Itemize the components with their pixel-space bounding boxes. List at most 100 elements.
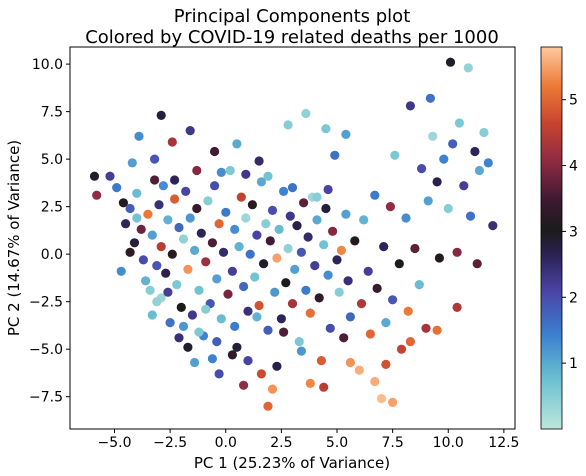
x-tick-label: 7.5 [381, 435, 403, 451]
data-point [192, 165, 202, 176]
data-point [403, 306, 413, 316]
chart-title: Principal Components plot [174, 6, 411, 27]
colorbar-tick-label: 3 [569, 224, 578, 240]
data-point [319, 240, 329, 250]
data-point [281, 278, 291, 288]
chart-subtitle: Colored by COVID-19 related deaths per 1… [85, 27, 499, 48]
data-point [172, 280, 182, 290]
data-point [432, 177, 442, 187]
data-point [141, 276, 151, 286]
data-point [290, 264, 300, 274]
data-point [216, 167, 226, 177]
data-point [323, 184, 333, 195]
y-tick-label: 0.0 [41, 247, 63, 263]
data-point [330, 150, 340, 160]
data-point [212, 274, 222, 284]
data-point [274, 224, 284, 234]
data-point [287, 183, 298, 193]
data-point [232, 342, 242, 352]
colorbar-tick-label: 1 [569, 356, 578, 372]
data-point [443, 203, 453, 214]
data-point [190, 245, 200, 255]
data-point [421, 323, 431, 333]
data-point [138, 255, 148, 265]
data-point [479, 127, 489, 138]
data-point [174, 222, 184, 233]
x-tick-label: 10.0 [433, 435, 464, 451]
y-tick-label: 7.5 [41, 105, 63, 121]
data-point [163, 215, 173, 225]
data-point [176, 302, 186, 312]
data-point [143, 209, 153, 219]
data-point [350, 236, 360, 246]
data-point [434, 253, 444, 263]
data-point [239, 380, 249, 390]
data-point [341, 129, 351, 139]
data-point [263, 401, 273, 411]
data-point [129, 238, 140, 248]
data-point [192, 203, 202, 214]
data-point [379, 242, 389, 252]
data-point [345, 312, 355, 322]
data-point [345, 357, 355, 368]
plot-frame [69, 46, 516, 430]
data-point [256, 369, 266, 379]
data-point [167, 249, 177, 259]
data-point [234, 242, 244, 252]
data-point [272, 361, 282, 371]
data-point [225, 165, 235, 176]
data-point [121, 219, 131, 229]
data-point [214, 369, 224, 379]
x-tick-label: 2.5 [270, 435, 292, 451]
data-point [232, 139, 242, 149]
data-point [472, 259, 482, 269]
data-point [319, 382, 329, 392]
data-point [156, 110, 166, 120]
data-point [145, 285, 155, 295]
data-point [343, 276, 353, 286]
data-point [452, 302, 462, 312]
data-point [432, 325, 442, 335]
data-point [147, 310, 157, 320]
data-point [423, 196, 433, 206]
data-point [89, 171, 100, 181]
data-point [470, 146, 480, 157]
x-tick-label: −5.0 [98, 435, 132, 451]
data-point [183, 264, 193, 274]
data-point [267, 384, 278, 394]
data-point [356, 299, 367, 309]
data-point [396, 344, 407, 354]
data-point [405, 337, 415, 347]
data-point [296, 346, 306, 356]
data-point [116, 266, 126, 276]
data-point [92, 190, 102, 200]
data-point [385, 202, 395, 212]
data-point [243, 356, 253, 366]
data-point [405, 101, 415, 111]
data-point [178, 321, 189, 331]
data-point [328, 226, 338, 236]
data-point [134, 131, 144, 141]
data-point [167, 137, 177, 147]
data-point [185, 213, 195, 223]
colorbar-tick-label: 4 [569, 159, 578, 175]
y-tick-label: −2.5 [29, 295, 63, 311]
data-point [445, 57, 456, 67]
data-point [272, 253, 282, 263]
data-point [201, 304, 211, 314]
data-point [332, 255, 342, 265]
data-point [321, 124, 331, 134]
data-point [312, 192, 322, 202]
data-point [283, 243, 293, 254]
data-point [341, 209, 351, 219]
data-point [230, 224, 240, 234]
data-point [150, 154, 160, 164]
colorbar-tick-label: 5 [569, 93, 578, 109]
data-point [301, 285, 311, 295]
data-point [425, 93, 435, 103]
data-point [147, 230, 157, 240]
data-point [161, 268, 171, 278]
data-point [216, 314, 226, 324]
data-point [194, 285, 204, 295]
data-point [452, 247, 462, 257]
